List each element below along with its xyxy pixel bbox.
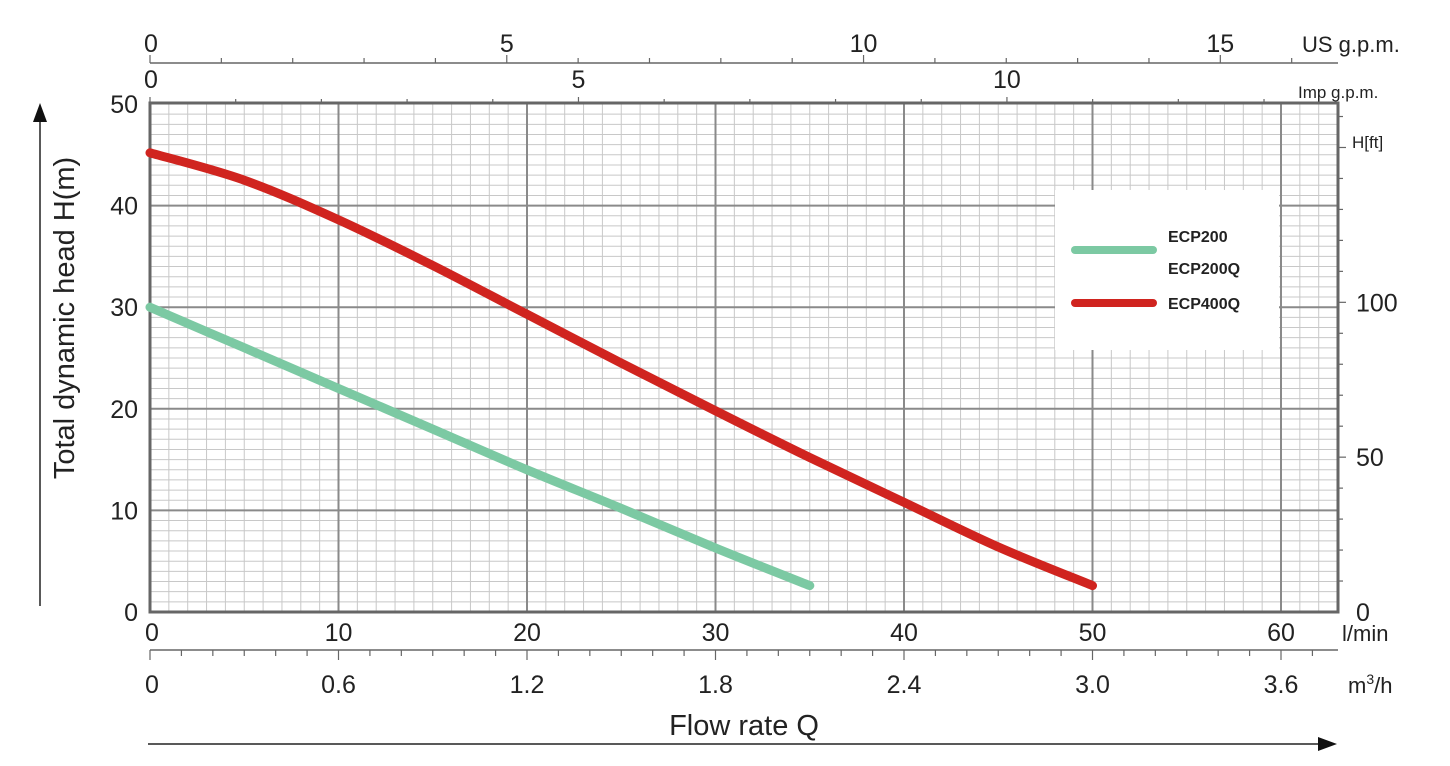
feet-tick-label: 50 (1356, 444, 1384, 472)
us-gpm-unit-label: US g.p.m. (1302, 32, 1400, 57)
feet-unit-label: H[ft] (1352, 133, 1383, 152)
lmin-tick-label: 20 (513, 619, 541, 647)
us-gpm-tick-label: 0 (144, 30, 158, 58)
imp-gpm-tick-label: 10 (993, 66, 1021, 94)
m3h-unit-label: m3/h (1348, 671, 1392, 698)
m3h-tick-label: 1.8 (698, 671, 733, 699)
us-gpm-tick-label: 5 (500, 30, 514, 58)
m3h-tick-label: 0.6 (321, 671, 356, 699)
lmin-tick-label: 40 (890, 619, 918, 647)
m3h-tick-label: 3.6 (1264, 671, 1299, 699)
y-tick-label: 10 (110, 497, 138, 525)
lmin-tick-label: 60 (1267, 619, 1295, 647)
y-tick-label: 30 (110, 294, 138, 322)
lmin-tick-label: 10 (325, 619, 353, 647)
y-tick-label: 40 (110, 193, 138, 221)
imp-gpm-tick-label: 0 (144, 66, 158, 94)
imp-gpm-tick-label: 5 (572, 66, 586, 94)
curves (145, 148, 1097, 591)
legend-label-ecp200: ECP200 (1168, 229, 1228, 246)
us-gpm-tick-label: 15 (1206, 30, 1234, 58)
y-axis-title: Total dynamic head H(m) (49, 157, 81, 479)
m3h-unit-base: m (1348, 673, 1366, 698)
legend-background (1055, 190, 1279, 350)
x-axis-title: Flow rate Q (669, 710, 819, 742)
m3h-unit-sup: 3 (1366, 671, 1374, 687)
us-gpm-tick-label: 10 (850, 30, 878, 58)
y-tick-label: 50 (110, 91, 138, 119)
m3h-tick-label: 2.4 (887, 671, 922, 699)
lmin-tick-label: 50 (1079, 619, 1107, 647)
grid (148, 55, 1346, 660)
x-direction-arrowhead (1318, 737, 1337, 751)
y-direction-arrowhead (33, 103, 47, 122)
lmin-tick-label: 0 (145, 619, 159, 647)
legend: ECP200 ECP200Q ECP400Q (1055, 190, 1279, 350)
feet-tick-label: 0 (1356, 599, 1370, 627)
m3h-tick-label: 1.2 (510, 671, 545, 699)
plot-frame (148, 101, 1340, 614)
imp-gpm-unit-label: Imp g.p.m. (1298, 83, 1378, 102)
lmin-unit-label: l/min (1342, 621, 1388, 646)
curve-ecp400q (145, 148, 1097, 591)
y-tick-label: 0 (124, 599, 138, 627)
curve-ecp200 (145, 302, 815, 591)
feet-tick-label: 100 (1356, 289, 1398, 317)
legend-label-ecp400q: ECP400Q (1168, 296, 1240, 313)
m3h-tick-label: 0 (145, 671, 159, 699)
m3h-unit-tail: /h (1374, 673, 1392, 698)
y-tick-label: 20 (110, 396, 138, 424)
lmin-tick-label: 30 (702, 619, 730, 647)
m3h-tick-label: 3.0 (1075, 671, 1110, 699)
legend-label-ecp200q: ECP200Q (1168, 261, 1240, 278)
